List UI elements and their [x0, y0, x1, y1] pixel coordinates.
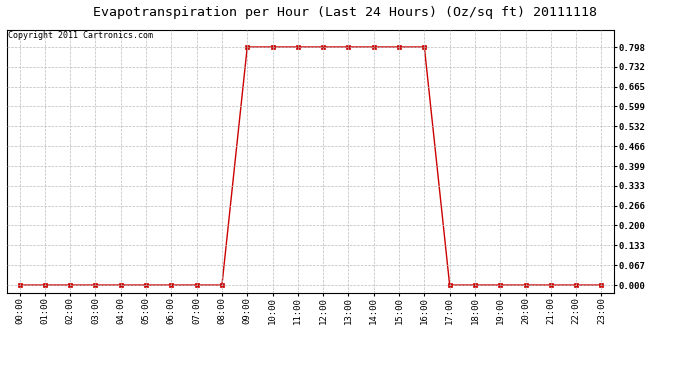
Text: Copyright 2011 Cartronics.com: Copyright 2011 Cartronics.com: [8, 32, 153, 40]
Text: Evapotranspiration per Hour (Last 24 Hours) (Oz/sq ft) 20111118: Evapotranspiration per Hour (Last 24 Hou…: [93, 6, 597, 19]
